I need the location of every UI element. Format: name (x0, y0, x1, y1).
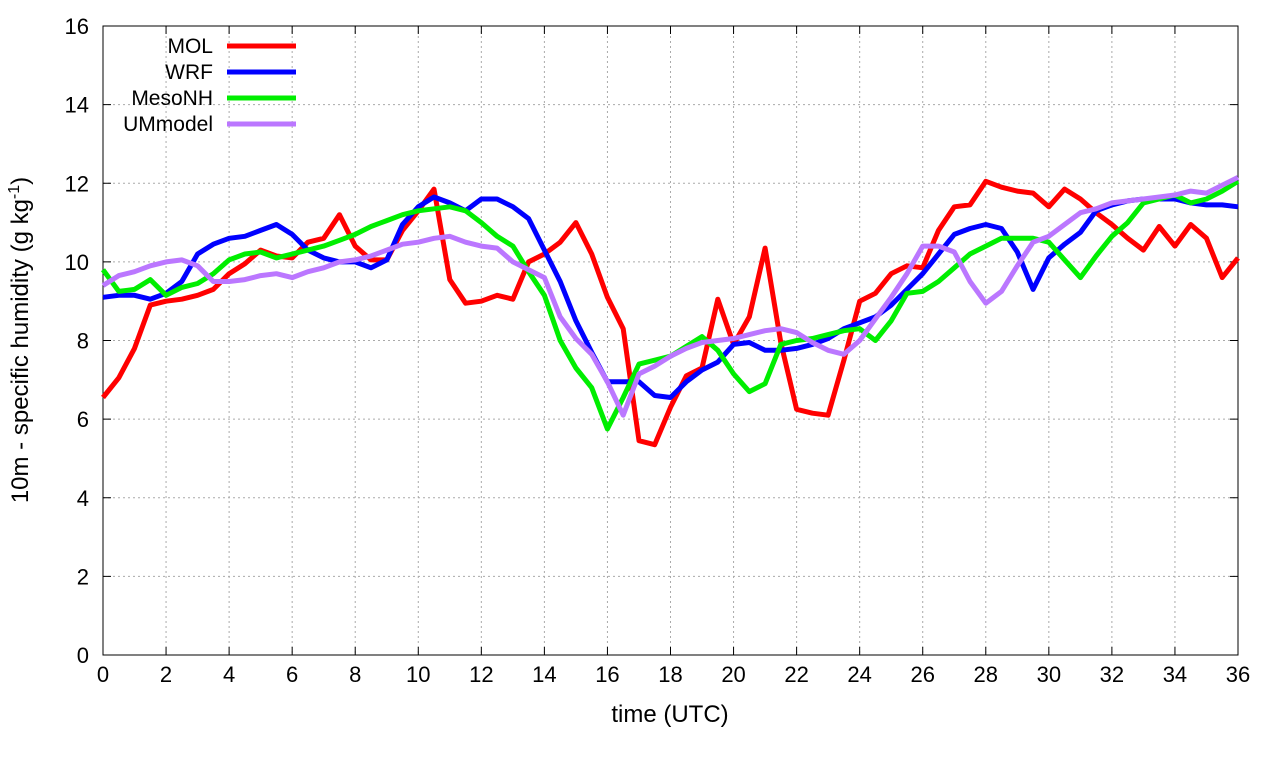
x-tick-label: 30 (1037, 662, 1061, 687)
series-lines (100, 175, 1240, 448)
y-axis-label-superscript: -1 (6, 185, 23, 199)
legend: MOL WRF MesoNH UMmodel (123, 35, 296, 136)
x-tick-label: 4 (223, 662, 235, 687)
x-tick-label: 36 (1226, 662, 1250, 687)
x-tick-label: 34 (1163, 662, 1187, 687)
y-tick-label: 6 (77, 407, 89, 432)
series-line-ummodel (101, 175, 1240, 418)
x-tick-label: 0 (97, 662, 109, 687)
y-tick-label: 16 (65, 14, 89, 39)
x-axis-label: time (UTC) (611, 701, 728, 728)
grid-lines (103, 26, 1238, 655)
y-tick-label: 10 (65, 250, 89, 275)
x-tick-label: 2 (160, 662, 172, 687)
y-tick-label: 14 (65, 93, 89, 118)
y-tick-label: 2 (77, 564, 89, 589)
x-tick-label: 6 (286, 662, 298, 687)
series-line-mol (101, 178, 1240, 448)
x-tick-label: 32 (1100, 662, 1124, 687)
x-tick-label: 16 (595, 662, 619, 687)
x-tick-label: 20 (721, 662, 745, 687)
x-tick-label: 18 (658, 662, 682, 687)
y-axis-label-main: 10m - specific humidity (g kg (7, 199, 34, 503)
x-tick-label: 26 (910, 662, 934, 687)
y-tick-label: 0 (77, 643, 89, 668)
y-axis-label-end: ) (7, 177, 34, 185)
y-tick-label: 4 (77, 486, 89, 511)
x-tick-label: 14 (532, 662, 556, 687)
axis-ticks: 0 2 4 6 8 10 12 14 16 18 20 22 24 26 28 30 32 34 360246810… (65, 14, 1251, 687)
y-tick-label: 12 (65, 171, 89, 196)
x-tick-label: 12 (469, 662, 493, 687)
legend-label-wrf: WRF (165, 61, 213, 84)
series-line-wrf (102, 194, 1239, 400)
legend-label-mol: MOL (167, 35, 213, 58)
x-tick-label: 8 (349, 662, 361, 687)
x-tick-label: 28 (974, 662, 998, 687)
x-tick-label: 24 (847, 662, 871, 687)
y-tick-label: 8 (77, 329, 89, 354)
y-axis-label: 10m - specific humidity (g kg-1) (6, 177, 34, 503)
legend-label-mesonh: MesoNH (131, 87, 213, 110)
x-tick-label: 10 (406, 662, 430, 687)
x-tick-label: 22 (784, 662, 808, 687)
legend-label-ummodel: UMmodel (123, 113, 213, 136)
